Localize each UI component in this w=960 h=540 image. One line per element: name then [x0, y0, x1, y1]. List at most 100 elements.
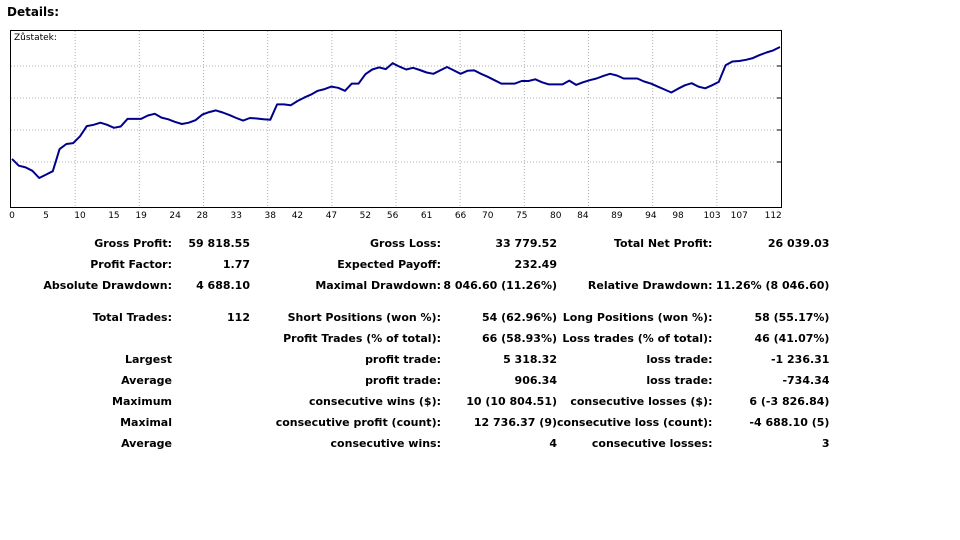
- stats-row: Total Trades: 112 Short Positions (won %):…: [0, 307, 830, 328]
- stat-label: Total Trades:: [92, 311, 172, 324]
- stat-value: [172, 412, 250, 433]
- x-tick-label: 66: [454, 211, 467, 221]
- stat-label: Gross Profit:: [94, 237, 172, 250]
- stat-label: Average: [121, 437, 172, 450]
- stat-value: 58 (55.17%): [754, 311, 830, 324]
- stat-label: Maximal: [120, 416, 172, 429]
- stat-value: 26 039.03: [767, 237, 830, 250]
- stat-value: 46 (41.07%): [754, 332, 830, 345]
- balance-chart: Zůstatek:: [10, 30, 782, 208]
- stat-label: Total Net Profit:: [613, 237, 713, 250]
- stats-row: Largest profit trade: 5 318.32 loss trade: -…: [0, 349, 829, 370]
- stat-label: Profit Factor:: [90, 258, 172, 271]
- stat-label: Maximum: [112, 395, 172, 408]
- stats-row: Absolute Drawdown: 4 688.10 Maximal Drawdo…: [0, 275, 829, 296]
- stat-value: 10 (10 804.51): [466, 395, 557, 408]
- stats-row: Maximum consecutive wins ($): 10 (10 804.5…: [0, 391, 829, 412]
- balance-line: [11, 46, 781, 179]
- x-tick-label: 103: [703, 211, 721, 221]
- stat-value: 11.26% (8 046.60): [715, 279, 830, 292]
- x-tick-label: 19: [135, 211, 147, 221]
- stats-row: Average profit trade: 906.34 loss trade: -73…: [0, 370, 829, 391]
- stat-value: 906.34: [514, 374, 557, 387]
- stat-value: 33 779.52: [495, 237, 557, 250]
- stat-label: profit trade:: [365, 353, 441, 366]
- stat-label: Largest: [125, 353, 172, 366]
- stat-label: Maximal Drawdown:: [315, 279, 441, 292]
- stat-label: Short Positions (won %):: [287, 311, 441, 324]
- stat-label: consecutive wins ($):: [308, 395, 441, 408]
- stat-value: -734.34: [782, 374, 830, 387]
- stat-label: Gross Loss:: [370, 237, 441, 250]
- balance-chart-svg: [11, 31, 781, 207]
- stat-label: Expected Payoff:: [337, 258, 441, 271]
- stats-row: Profit Trades (% of total): 66 (58.93%) Lo…: [0, 328, 829, 349]
- stat-value: [172, 349, 250, 370]
- x-tick-label: 52: [359, 211, 372, 221]
- x-tick-label: 70: [482, 211, 494, 221]
- stat-value: 12 736.37 (9): [473, 416, 557, 429]
- stat-label: profit trade:: [365, 374, 441, 387]
- stat-value: [172, 328, 250, 349]
- x-tick-label: 47: [325, 211, 338, 221]
- x-tick-label: 0: [9, 211, 15, 221]
- x-tick-label: 84: [577, 211, 589, 221]
- stat-value: -4 688.10 (5): [749, 416, 830, 429]
- stat-value: 8 046.60 (11.26%): [443, 279, 557, 292]
- x-tick-label: 38: [264, 211, 276, 221]
- stat-value: [172, 370, 250, 391]
- x-tick-label: 42: [291, 211, 304, 221]
- stat-label: consecutive losses:: [591, 437, 713, 450]
- stat-label: [557, 254, 712, 275]
- x-tick-label: 56: [386, 211, 399, 221]
- x-tick-label: 94: [645, 211, 657, 221]
- stat-label: Profit Trades (% of total):: [283, 332, 441, 345]
- x-tick-label: 28: [196, 211, 209, 221]
- stat-label: consecutive losses ($):: [570, 395, 713, 408]
- stats-row: Maximal consecutive profit (count): 12 736…: [0, 412, 829, 433]
- stat-value: 5 318.32: [503, 353, 557, 366]
- stat-label: [0, 328, 172, 349]
- stats-row: Profit Factor: 1.77 Expected Payoff: 232.49: [0, 254, 829, 275]
- stat-label: consecutive profit (count):: [275, 416, 441, 429]
- stat-label: Average: [121, 374, 172, 387]
- stat-value: [712, 254, 829, 275]
- x-tick-label: 89: [611, 211, 623, 221]
- stat-value: 54 (62.96%): [481, 311, 557, 324]
- stat-value: 4 688.10: [196, 279, 250, 292]
- stats-row: Average consecutive wins: 4 consecutive los…: [0, 433, 829, 454]
- stat-value: 232.49: [514, 258, 557, 271]
- x-tick-label: 10: [74, 211, 86, 221]
- stat-value: 6 (-3 826.84): [749, 395, 830, 408]
- stat-value: 59 818.55: [188, 237, 250, 250]
- stat-label: consecutive wins:: [330, 437, 441, 450]
- stat-value: 3: [821, 437, 830, 450]
- x-tick-label: 33: [230, 211, 243, 221]
- details-title: Details:: [7, 5, 60, 19]
- x-tick-label: 61: [420, 211, 433, 221]
- stats-row: Gross Profit: 59 818.55 Gross Loss: 33 779.…: [0, 233, 829, 254]
- x-axis-ticks: 0 5 10 15 19 24 28 33 38 42 47 52 56 61 66 70 75 80 84 89 94…: [0, 211, 960, 225]
- row-spacer: [0, 296, 829, 307]
- x-tick-label: 15: [108, 211, 120, 221]
- stat-label: Loss trades (% of total):: [562, 332, 713, 345]
- stat-value: 66 (58.93%): [481, 332, 557, 345]
- x-tick-label: 24: [169, 211, 181, 221]
- stat-value: 4: [549, 437, 557, 450]
- x-tick-label: 5: [43, 211, 49, 221]
- x-tick-label: 107: [730, 211, 748, 221]
- stat-label: loss trade:: [646, 374, 713, 387]
- stat-label: consecutive loss (count):: [557, 416, 713, 429]
- stat-value: [172, 433, 250, 454]
- stat-value: 1.77: [222, 258, 250, 271]
- chart-title: Zůstatek:: [14, 33, 57, 43]
- stat-label: Absolute Drawdown:: [43, 279, 172, 292]
- stats-table: Gross Profit: 59 818.55 Gross Loss: 33 779.…: [0, 233, 829, 454]
- stat-value: -1 236.31: [770, 353, 830, 366]
- stat-label: loss trade:: [646, 353, 713, 366]
- stat-value: [172, 391, 250, 412]
- x-tick-label: 98: [672, 211, 684, 221]
- stat-value: 112: [227, 311, 250, 324]
- x-tick-label: 75: [516, 211, 528, 221]
- stat-label: Relative Drawdown:: [587, 279, 713, 292]
